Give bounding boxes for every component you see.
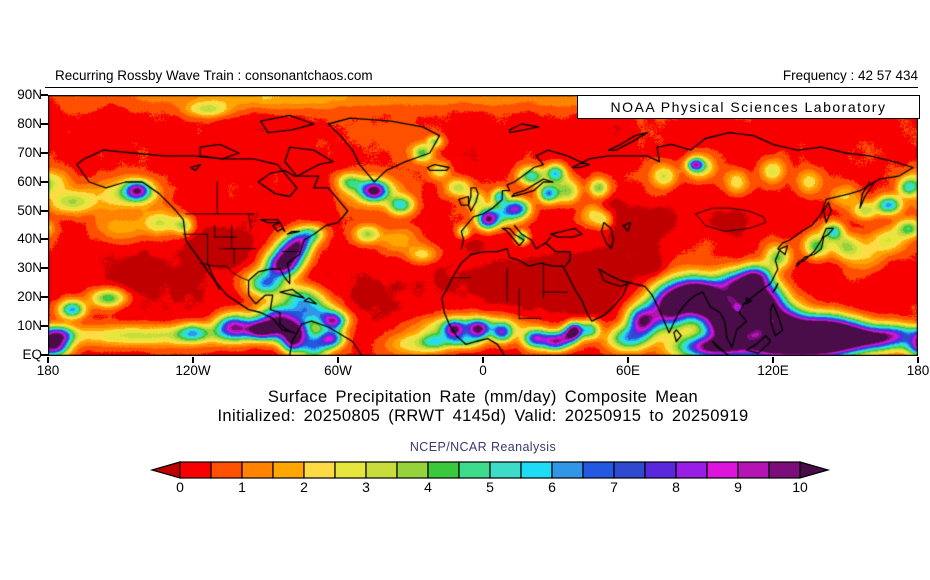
data-source-label: NCEP/NCAR Reanalysis	[409, 440, 557, 454]
plot-subtitle: Initialized: 20250805 (RRWT 4145d) Valid…	[217, 407, 749, 425]
colorbar-cell	[613, 461, 646, 479]
plot-title: Surface Precipitation Rate (mm/day) Comp…	[267, 388, 699, 406]
lat-tick-label: 60N	[17, 173, 42, 189]
lon-tick-mark	[482, 357, 484, 363]
lat-tick-mark	[41, 354, 48, 356]
lat-tick-mark	[41, 325, 48, 328]
colorbar-cell	[458, 461, 491, 479]
colorbar-cell	[272, 461, 305, 479]
colorbar-cell	[210, 461, 243, 479]
colorbar-tick-label: 8	[672, 479, 680, 495]
lon-tick-label: 60W	[324, 363, 352, 378]
colorbar-tick-label: 9	[734, 479, 742, 495]
lon-tick-label: 180	[906, 363, 930, 378]
lat-tick-mark	[41, 267, 48, 270]
colorbar-tick-label: 3	[362, 479, 370, 495]
colorbar-tick-label: 0	[176, 479, 184, 495]
lon-tick-label: 60E	[615, 363, 641, 378]
noaa-credit-box: NOAA Physical Sciences Laboratory	[577, 95, 920, 119]
lat-tick-mark	[41, 209, 48, 212]
colorbar-cell	[737, 461, 770, 479]
lon-tick-mark	[917, 357, 919, 363]
colorbar-cell	[365, 461, 398, 479]
lon-tick-label: 180	[36, 363, 60, 378]
lat-tick-label: 40N	[17, 231, 42, 247]
colorbar-cell	[520, 461, 553, 479]
colorbar-under-arrow	[149, 461, 181, 479]
lon-tick-mark	[47, 357, 49, 363]
colorbar	[148, 460, 832, 485]
lat-tick-label: 30N	[17, 260, 42, 276]
colorbar-cell	[179, 461, 212, 479]
noaa-credit-label: NOAA Physical Sciences Laboratory	[610, 99, 887, 115]
colorbar-cell	[427, 461, 460, 479]
colorbar-tick-label: 6	[548, 479, 556, 495]
colorbar-cell	[706, 461, 739, 479]
lat-tick-label: 20N	[17, 289, 42, 305]
lat-tick-label: 90N	[17, 87, 42, 102]
lat-tick-label: 50N	[17, 202, 42, 218]
lat-tick-label: 70N	[17, 144, 42, 160]
lat-tick-mark	[41, 296, 48, 299]
lat-tick-mark	[41, 238, 48, 241]
colorbar-tick-label: 7	[610, 479, 618, 495]
precipitation-map-canvas	[48, 95, 918, 356]
lon-tick-label: 0	[479, 363, 487, 378]
lon-tick-mark	[337, 357, 339, 363]
lat-tick-mark	[41, 151, 48, 154]
colorbar-cell	[241, 461, 274, 479]
lat-tick-mark	[41, 122, 48, 125]
colorbar-tick-label: 4	[424, 479, 432, 495]
header-rule	[45, 87, 918, 88]
colorbar-tick-label: 2	[300, 479, 308, 495]
colorbar-cell	[334, 461, 367, 479]
lon-tick-label: 120E	[757, 363, 789, 378]
lon-tick-label: 120W	[175, 363, 211, 378]
lon-tick-mark	[772, 357, 774, 363]
colorbar-cell	[644, 461, 677, 479]
lon-tick-mark	[627, 357, 629, 363]
colorbar-over-arrow	[799, 461, 831, 479]
colorbar-cell	[396, 461, 429, 479]
page-header-left: Recurring Rossby Wave Train : consonantc…	[55, 68, 373, 83]
colorbar-cell	[489, 461, 522, 479]
colorbar-tick-label: 5	[486, 479, 494, 495]
lat-tick-mark	[41, 94, 48, 96]
colorbar-cell	[551, 461, 584, 479]
lat-tick-mark	[41, 180, 48, 183]
colorbar-tick-label: 10	[792, 479, 808, 495]
colorbar-cell	[303, 461, 336, 479]
lat-tick-label: 80N	[17, 115, 42, 131]
page-header-frequency: Frequency : 42 57 434	[782, 68, 918, 83]
lon-tick-mark	[192, 357, 194, 363]
colorbar-svg	[149, 461, 831, 479]
colorbar-tick-label: 1	[238, 479, 246, 495]
colorbar-cell	[675, 461, 708, 479]
lat-tick-label: 10N	[17, 318, 42, 334]
colorbar-cell	[768, 461, 801, 479]
colorbar-cell	[582, 461, 615, 479]
lat-tick-label: EQ	[22, 347, 42, 362]
